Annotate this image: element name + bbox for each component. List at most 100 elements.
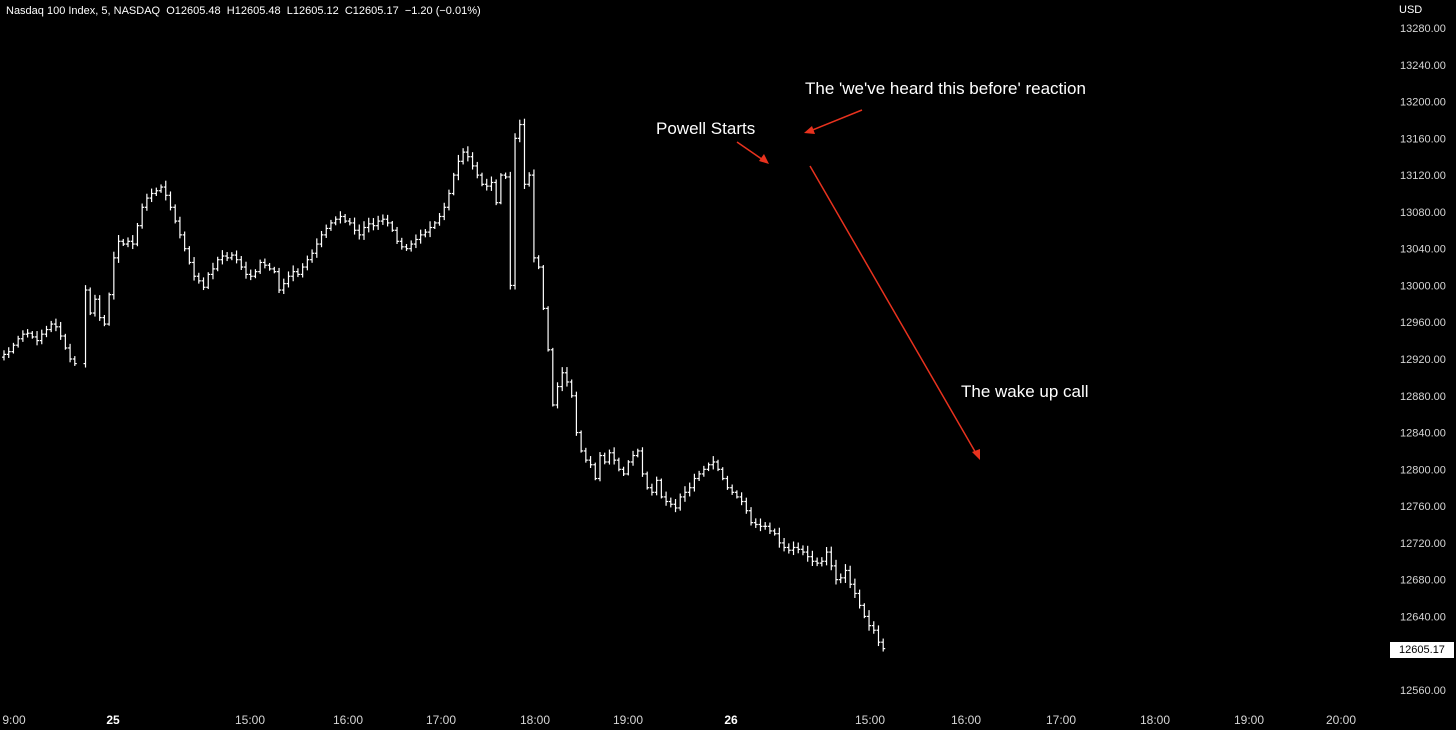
- ohlc-bar: [550, 347, 555, 407]
- ohlc-bar: [201, 277, 206, 291]
- ohlc-bar: [763, 522, 768, 530]
- arrow-wake-up-call: [809, 165, 978, 456]
- ohlc-bar: [314, 238, 319, 258]
- ohlc-bar: [616, 457, 621, 472]
- ohlc-bar: [555, 382, 560, 409]
- y-tick-label: 13200.00: [1400, 97, 1446, 109]
- low-value: L12605.12: [286, 5, 339, 17]
- ohlc-bar: [583, 447, 588, 463]
- ohlc-bar: [734, 490, 739, 499]
- ohlc-bar: [607, 449, 612, 465]
- y-tick-label: 12720.00: [1400, 538, 1446, 550]
- ohlc-bar: [720, 467, 725, 481]
- ohlc-bar: [621, 466, 626, 477]
- ohlc-bar: [68, 343, 73, 363]
- annotation-reaction: The 'we've heard this before' reaction: [805, 79, 1086, 98]
- ohlc-bar: [286, 271, 291, 288]
- x-tick-label: 17:00: [1046, 713, 1076, 727]
- ohlc-bar: [144, 193, 149, 211]
- ohlc-bar: [16, 335, 21, 348]
- ohlc-bar: [338, 211, 343, 224]
- ohlc-bar: [39, 329, 44, 345]
- ohlc-bar: [593, 462, 598, 481]
- arrow-reaction: [809, 109, 863, 132]
- ohlc-bar: [725, 475, 730, 490]
- ohlc-bar: [362, 221, 366, 240]
- ohlc-bar: [432, 221, 437, 230]
- ohlc-bar: [192, 257, 197, 281]
- ohlc-bar: [465, 146, 470, 162]
- ohlc-bar: [834, 559, 838, 585]
- ohlc-bar: [730, 484, 735, 495]
- ohlc-bar: [272, 266, 277, 274]
- ohlc-bar: [612, 447, 617, 465]
- ohlc-bar: [829, 546, 834, 571]
- y-tick-label: 12840.00: [1400, 428, 1446, 440]
- ohlc-bar: [626, 460, 631, 476]
- y-tick-label: 12800.00: [1400, 464, 1446, 476]
- ohlc-bar: [210, 262, 215, 280]
- ohlc-bar: [333, 216, 338, 226]
- ohlc-bar: [107, 292, 112, 326]
- x-tick-label: 25: [106, 713, 120, 727]
- ohlc-bar: [654, 476, 659, 496]
- symbol-label[interactable]: Nasdaq 100 Index, 5, NASDAQ: [6, 5, 161, 17]
- ohlc-bar: [815, 557, 820, 567]
- ohlc-bar: [531, 169, 536, 263]
- currency-label[interactable]: USD: [1399, 4, 1423, 16]
- ohlc-bar: [800, 545, 805, 556]
- y-tick-label: 12640.00: [1400, 611, 1446, 623]
- ohlc-bar: [328, 219, 333, 231]
- ohlc-bar: [291, 265, 296, 282]
- ohlc-bar: [824, 547, 829, 566]
- ohlc-bar: [598, 452, 602, 482]
- arrowhead-reaction: [804, 126, 815, 134]
- ohlc-bar: [711, 456, 716, 470]
- ohlc-bar: [324, 224, 329, 238]
- ohlc-bar: [343, 214, 348, 224]
- y-tick-label: 13000.00: [1400, 280, 1446, 292]
- ohlc-bar: [706, 462, 711, 472]
- y-tick-label: 12880.00: [1400, 391, 1446, 403]
- ohlc-bar: [437, 212, 442, 226]
- ohlc-bar: [503, 172, 508, 179]
- ohlc-bar: [277, 267, 282, 294]
- ohlc-bar: [72, 356, 77, 366]
- ohlc-bar: [35, 331, 40, 346]
- ohlc-bar: [857, 589, 862, 609]
- ohlc-bar: [678, 493, 683, 511]
- time-axis[interactable]: 9:00 25 15:00 16:00 17:00 18:00 19:00 26 15:00 16…: [2, 713, 1356, 727]
- ohlc-bar: [215, 256, 220, 272]
- ohlc-bar: [442, 202, 447, 221]
- ohlc-bar: [508, 171, 513, 290]
- x-tick-label: 17:00: [426, 713, 456, 727]
- price-axis[interactable]: 12560.0012600.0012640.0012680.0012720.00…: [1400, 23, 1446, 697]
- ohlc-bar: [739, 492, 744, 506]
- ohlc-bar: [380, 214, 385, 225]
- ohlc-bar: [140, 203, 145, 229]
- ohlc-bar: [758, 518, 763, 532]
- ohlc-bar: [649, 483, 654, 496]
- ohlc-bar: [716, 459, 720, 472]
- ohlc-bar: [569, 379, 574, 398]
- ohlc-bar: [258, 259, 263, 274]
- ohlc-bar: [489, 176, 494, 191]
- ohlc-bar: [848, 565, 853, 589]
- ohlc-bar: [409, 240, 414, 252]
- ohlc-bar: [20, 330, 25, 342]
- annotation-wake-up-call: The wake up call: [961, 382, 1089, 401]
- y-tick-label: 13240.00: [1400, 60, 1446, 72]
- ohlc-bar: [319, 230, 324, 248]
- ohlc-bar: [49, 320, 54, 333]
- y-tick-label: 12760.00: [1400, 501, 1446, 513]
- open-value: O12605.48: [166, 5, 221, 17]
- ohlc-bar: [196, 272, 201, 284]
- ohlc-bar: [796, 542, 801, 554]
- ohlc-bar: [744, 497, 749, 514]
- arrowhead-powell-starts: [759, 154, 769, 164]
- ohlc-bar: [88, 287, 93, 316]
- ohlc-bar: [876, 625, 881, 647]
- ohlc-bar: [560, 367, 565, 392]
- ohlc-bar: [30, 331, 35, 339]
